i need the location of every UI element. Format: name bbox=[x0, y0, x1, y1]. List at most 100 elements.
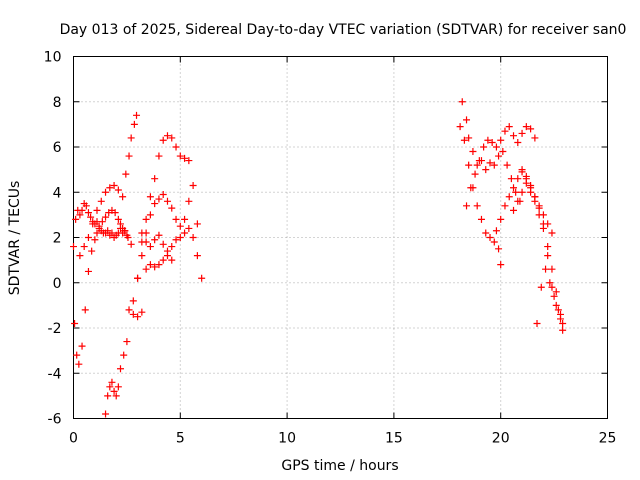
data-point bbox=[467, 184, 475, 192]
data-point bbox=[535, 211, 543, 219]
data-point bbox=[507, 175, 515, 183]
data-point bbox=[125, 152, 133, 160]
data-point bbox=[130, 120, 138, 128]
data-point bbox=[89, 218, 97, 226]
data-point bbox=[91, 236, 99, 244]
data-point bbox=[84, 267, 92, 275]
data-point bbox=[125, 306, 133, 314]
data-point bbox=[463, 116, 471, 124]
data-point bbox=[172, 215, 180, 223]
data-point bbox=[552, 288, 560, 296]
y-tick-label: 6 bbox=[53, 140, 62, 156]
data-point bbox=[78, 342, 86, 350]
data-point bbox=[189, 181, 197, 189]
data-point bbox=[172, 143, 180, 151]
data-point bbox=[108, 378, 116, 386]
data-point bbox=[531, 134, 539, 142]
data-point bbox=[482, 229, 490, 237]
data-point bbox=[505, 123, 513, 131]
data-point bbox=[146, 211, 154, 219]
y-tick-label: -4 bbox=[48, 366, 62, 382]
series-arc-7 bbox=[134, 132, 193, 282]
data-point bbox=[155, 195, 163, 203]
data-point bbox=[514, 175, 522, 183]
data-point bbox=[486, 234, 494, 241]
data-point bbox=[138, 252, 146, 260]
x-tick-label: 5 bbox=[176, 431, 185, 447]
data-point bbox=[193, 252, 201, 260]
x-tick-label: 15 bbox=[385, 431, 403, 447]
data-point bbox=[559, 319, 567, 327]
data-point bbox=[159, 240, 167, 248]
data-point bbox=[486, 159, 494, 167]
data-point bbox=[501, 202, 509, 210]
y-tick-label: -6 bbox=[48, 412, 62, 428]
data-point bbox=[477, 215, 485, 223]
x-tick-label: 10 bbox=[278, 431, 296, 447]
data-point bbox=[172, 236, 180, 244]
data-point bbox=[123, 338, 131, 346]
data-point bbox=[88, 247, 96, 255]
data-point bbox=[84, 234, 92, 241]
data-point bbox=[111, 209, 119, 217]
data-point bbox=[129, 297, 137, 305]
data-point bbox=[138, 229, 146, 237]
data-point bbox=[537, 283, 545, 291]
data-point bbox=[552, 301, 560, 309]
data-point bbox=[112, 392, 120, 400]
x-tick-label: 0 bbox=[69, 431, 78, 447]
y-tick-label: 10 bbox=[44, 50, 62, 66]
data-points bbox=[70, 98, 567, 418]
data-point bbox=[95, 222, 103, 230]
data-point bbox=[557, 315, 565, 323]
data-point bbox=[70, 243, 77, 251]
data-point bbox=[78, 206, 86, 214]
data-point bbox=[480, 143, 488, 151]
data-point bbox=[104, 227, 112, 235]
data-point bbox=[102, 188, 110, 196]
data-point bbox=[93, 206, 101, 214]
data-point bbox=[119, 193, 127, 201]
data-point bbox=[473, 161, 481, 169]
data-point bbox=[114, 383, 122, 391]
data-point bbox=[471, 170, 479, 178]
data-point bbox=[81, 306, 89, 314]
data-point bbox=[554, 306, 562, 314]
data-point bbox=[465, 134, 473, 142]
data-point bbox=[514, 138, 522, 146]
data-point bbox=[189, 234, 197, 241]
data-point bbox=[550, 292, 558, 300]
data-point bbox=[469, 148, 477, 156]
data-point bbox=[102, 410, 110, 418]
series-arc-14 bbox=[518, 166, 565, 323]
data-point bbox=[72, 215, 80, 223]
data-point bbox=[142, 215, 150, 223]
data-point bbox=[168, 256, 176, 264]
data-point bbox=[168, 134, 176, 142]
data-point bbox=[185, 197, 193, 205]
data-point bbox=[460, 136, 468, 144]
data-point bbox=[122, 170, 130, 178]
data-point bbox=[531, 193, 539, 201]
data-point bbox=[134, 313, 142, 321]
data-point bbox=[181, 154, 189, 162]
data-point bbox=[134, 274, 142, 282]
data-point bbox=[127, 134, 135, 142]
data-point bbox=[527, 125, 535, 133]
data-point bbox=[110, 181, 118, 189]
data-point bbox=[499, 148, 507, 156]
data-point bbox=[176, 234, 184, 241]
data-point bbox=[151, 236, 159, 244]
data-point bbox=[539, 220, 547, 228]
data-point bbox=[129, 310, 137, 318]
data-point bbox=[548, 229, 556, 237]
data-point bbox=[512, 188, 520, 196]
data-point bbox=[116, 220, 124, 228]
data-point bbox=[102, 213, 110, 221]
data-point bbox=[510, 184, 518, 192]
axis-ticks: 0 5 10 15 20 25 -6 -4 -2 0 2 4 6 8 10 bbox=[44, 50, 617, 447]
series-arc-6 bbox=[129, 181, 201, 305]
data-point bbox=[127, 240, 135, 248]
data-point bbox=[71, 319, 79, 327]
data-point bbox=[84, 209, 92, 217]
